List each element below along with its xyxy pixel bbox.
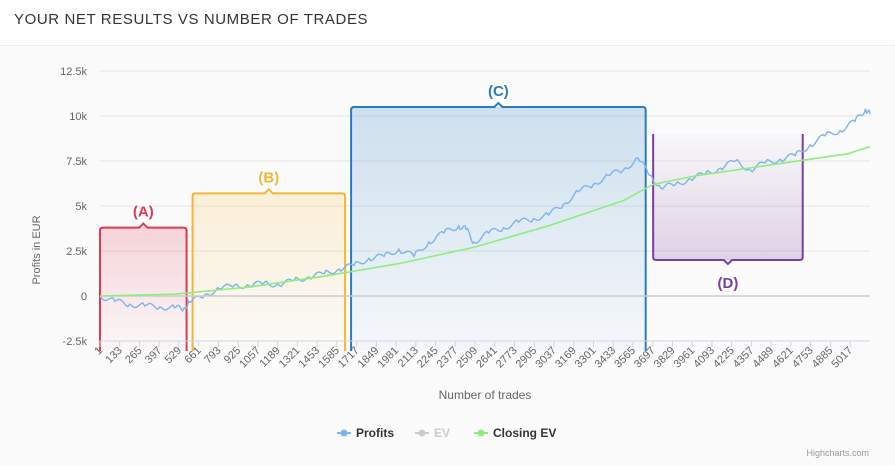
legend-item-label: Closing EV (493, 426, 556, 440)
x-tick-label: 4753 (790, 345, 816, 371)
annotation-label: (A) (133, 204, 154, 221)
x-axis-title: Number of trades (439, 388, 532, 402)
x-tick-label: 4225 (711, 345, 737, 371)
legend-marker (418, 429, 426, 437)
annotation-zone-border (350, 101, 647, 351)
x-tick-label: 4357 (731, 345, 757, 371)
x-tick-label: 4093 (691, 345, 717, 371)
legend: Profits EV Closing EV (337, 426, 556, 440)
annotation-label: (D) (718, 275, 739, 292)
x-tick-label: 3829 (652, 345, 678, 371)
series-line-closing-ev (99, 145, 871, 297)
annotation-zone-border (99, 222, 188, 351)
y-tick-label: 12.5k (60, 66, 87, 78)
x-tick-label: 4489 (750, 345, 776, 371)
chart-area: (A) (B) (C) (D) -2.5k 0 2.5k 5k 7.5k 10k 12.5k 1 13… (0, 46, 895, 465)
annotation-zone-fill (351, 107, 646, 351)
y-axis-title: Profits in EUR (31, 215, 43, 284)
y-tick-label: -2.5k (63, 336, 88, 348)
annotation-zones: (A) (B) (C) (D) (99, 82, 804, 351)
y-tick-label: 2.5k (66, 246, 87, 258)
annotation-label: (C) (488, 83, 509, 100)
annotation-zone-fill (100, 227, 187, 351)
y-tick-label: 7.5k (66, 156, 87, 168)
chart-header: YOUR NET RESULTS VS NUMBER OF TRADES (0, 0, 895, 46)
legend-marker (340, 429, 348, 437)
annotation-zone-fill (192, 193, 346, 351)
annotation-zone-border (191, 187, 347, 351)
legend-item-label: EV (434, 426, 450, 440)
series-lines (99, 108, 871, 313)
annotation-label: (B) (258, 169, 279, 186)
profits-chart: (A)(B)(C)(D) -2.5k02.5k5k7.5k10k12.5k113… (31, 66, 871, 440)
x-tick-label: 4621 (770, 345, 796, 371)
chart-title: YOUR NET RESULTS VS NUMBER OF TRADES (14, 11, 369, 28)
x-tick-label: 3961 (672, 345, 698, 371)
legend-item-label: Profits (356, 426, 394, 440)
legend-marker (477, 429, 485, 437)
y-tick-label: 0 (81, 291, 87, 303)
annotation-zone-fill (653, 134, 803, 260)
series-line-profits (99, 108, 871, 313)
y-tick-label: 10k (69, 111, 87, 123)
x-tick-label: 4885 (810, 345, 836, 371)
annotation-zone-border (652, 134, 804, 266)
y-tick-label: 5k (75, 201, 87, 213)
highcharts-credits[interactable]: Highcharts.com (806, 448, 869, 458)
x-tick-label: 5017 (829, 345, 855, 371)
